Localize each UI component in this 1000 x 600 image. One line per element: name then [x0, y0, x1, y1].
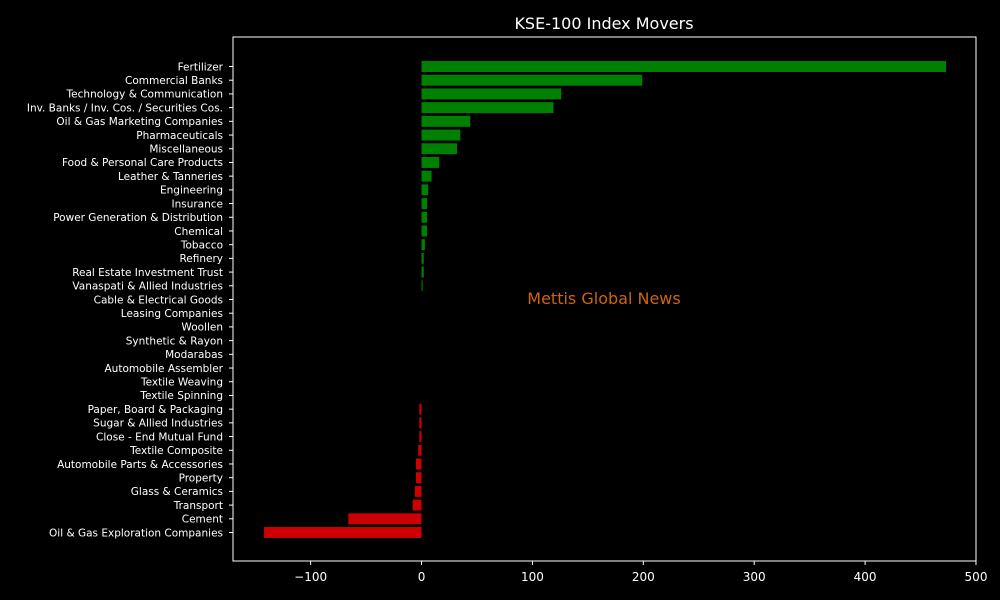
bar-tobacco: [421, 239, 425, 251]
bar-fertilizer: [421, 61, 947, 72]
category-label-insurance: Insurance: [171, 198, 223, 210]
category-label-vanaspati-allied-industries: Vanaspati & Allied Industries: [72, 281, 223, 293]
bar-vanaspati-allied-industries: [421, 280, 423, 292]
x-tick-label: 400: [854, 570, 877, 584]
category-label-leather-tanneries: Leather & Tanneries: [118, 171, 223, 183]
bar-close-end-mutual-fund: [419, 431, 422, 443]
category-label-glass-ceramics: Glass & Ceramics: [131, 486, 223, 498]
bar-insurance: [421, 198, 428, 210]
x-tick-label: 300: [743, 570, 766, 584]
category-label-tobacco: Tobacco: [180, 239, 223, 251]
bar-chemical: [421, 225, 428, 237]
bar-engineering: [421, 184, 429, 196]
x-tick-label: 200: [632, 570, 655, 584]
bar-glass-ceramics: [414, 485, 422, 497]
category-label-engineering: Engineering: [160, 185, 223, 197]
category-label-commercial-banks: Commercial Banks: [125, 75, 223, 87]
category-labels: Fertilizer Commercial Banks Technology & C…: [27, 61, 233, 539]
bar-sugar-allied-industries: [419, 417, 422, 429]
category-label-property: Property: [179, 472, 223, 484]
category-label-automobile-parts-accessories: Automobile Parts & Accessories: [57, 459, 223, 471]
bar-transport: [412, 499, 422, 511]
category-label-fertilizer: Fertilizer: [178, 61, 224, 73]
category-label-miscellaneous: Miscellaneous: [149, 144, 223, 156]
category-label-synthetic-rayon: Synthetic & Rayon: [126, 335, 223, 347]
category-label-paper-board-packaging: Paper, Board & Packaging: [88, 404, 223, 416]
bar-real-estate-investment-trust: [421, 266, 424, 278]
bar-refinery: [421, 252, 424, 264]
category-label-textile-composite: Textile Composite: [129, 445, 223, 457]
bar-property: [415, 472, 422, 484]
category-label-inv-banks-inv-cos-securities-cos: Inv. Banks / Inv. Cos. / Securities Cos.: [27, 102, 223, 114]
category-label-modarabas: Modarabas: [165, 349, 223, 361]
bar-oil-gas-marketing-companies: [421, 115, 471, 127]
category-label-sugar-allied-industries: Sugar & Allied Industries: [93, 418, 223, 430]
bars-group: [264, 61, 947, 538]
x-tick-label: −100: [294, 570, 327, 584]
bar-oil-gas-exploration-companies: [264, 527, 422, 538]
bar-power-generation-distribution: [421, 211, 428, 223]
category-label-woollen: Woollen: [181, 322, 223, 334]
category-label-real-estate-investment-trust: Real Estate Investment Trust: [72, 267, 223, 279]
category-label-oil-gas-marketing-companies: Oil & Gas Marketing Companies: [56, 116, 223, 128]
bar-miscellaneous: [421, 143, 458, 155]
x-tick-label: 0: [418, 570, 426, 584]
bar-inv-banks-inv-cos-securities-cos: [421, 102, 554, 114]
bar-paper-board-packaging: [419, 403, 422, 415]
category-label-refinery: Refinery: [179, 253, 223, 265]
bar-technology-communication: [421, 88, 562, 100]
category-label-power-generation-distribution: Power Generation & Distribution: [53, 212, 223, 224]
category-label-pharmaceuticals: Pharmaceuticals: [136, 130, 223, 142]
category-label-technology-communication: Technology & Communication: [66, 89, 223, 101]
bar-textile-composite: [418, 444, 422, 456]
bar-cement: [348, 513, 422, 525]
category-label-transport: Transport: [173, 500, 223, 512]
category-label-textile-weaving: Textile Weaving: [140, 377, 223, 389]
category-label-oil-gas-exploration-companies: Oil & Gas Exploration Companies: [49, 527, 223, 539]
bar-automobile-parts-accessories: [415, 458, 422, 470]
bar-leather-tanneries: [421, 170, 432, 182]
category-label-automobile-assembler: Automobile Assembler: [105, 363, 224, 375]
bar-commercial-banks: [421, 74, 643, 86]
category-label-close-end-mutual-fund: Close - End Mutual Fund: [96, 431, 223, 443]
plot-frame: [232, 36, 977, 562]
category-label-chemical: Chemical: [174, 226, 223, 238]
x-tick-label: 500: [965, 570, 988, 584]
watermark-text: Mettis Global News: [527, 289, 680, 308]
chart-title: KSE-100 Index Movers: [514, 14, 693, 33]
category-label-food-personal-care-products: Food & Personal Care Products: [62, 157, 223, 169]
x-tick-label: 100: [521, 570, 544, 584]
category-label-leasing-companies: Leasing Companies: [121, 308, 223, 320]
x-axis-ticks: −100 0 100 200 300 400 500: [294, 561, 987, 584]
category-label-cable-electrical-goods: Cable & Electrical Goods: [94, 294, 223, 306]
bar-food-personal-care-products: [421, 156, 440, 168]
category-label-textile-spinning: Textile Spinning: [139, 390, 223, 402]
bar-pharmaceuticals: [421, 129, 461, 141]
category-label-cement: Cement: [182, 514, 223, 526]
